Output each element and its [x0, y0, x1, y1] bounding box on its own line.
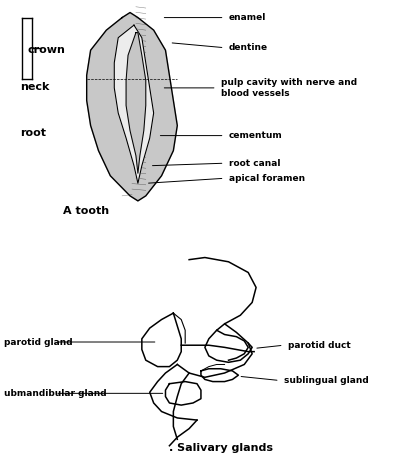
Text: enamel: enamel [229, 13, 266, 22]
Text: dentine: dentine [229, 43, 268, 52]
Polygon shape [126, 33, 146, 173]
Text: parotid duct: parotid duct [288, 341, 350, 350]
Text: crown: crown [28, 45, 65, 55]
Text: neck: neck [20, 82, 49, 92]
Polygon shape [114, 25, 154, 183]
Text: root: root [20, 128, 46, 138]
Text: . Salivary glands: . Salivary glands [169, 443, 273, 453]
Text: ubmandibular gland: ubmandibular gland [4, 389, 106, 398]
Text: sublingual gland: sublingual gland [284, 376, 368, 385]
Polygon shape [87, 13, 177, 201]
Text: pulp cavity with nerve and
blood vessels: pulp cavity with nerve and blood vessels [221, 78, 357, 98]
Text: A tooth: A tooth [63, 206, 109, 216]
Text: parotid gland: parotid gland [4, 338, 72, 346]
Text: cementum: cementum [229, 131, 282, 140]
Text: apical foramen: apical foramen [229, 174, 305, 183]
Text: root canal: root canal [229, 159, 280, 168]
